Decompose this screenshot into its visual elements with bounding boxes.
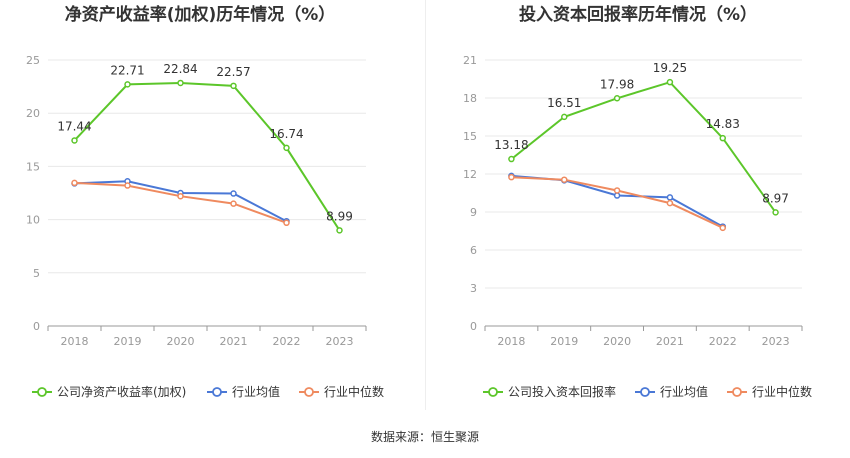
data-point xyxy=(124,182,131,189)
data-point xyxy=(561,113,568,121)
roe-chart: 净资产收益率(加权)历年情况（%） 0 5 10 15 20 25 2018 2019 2020 2… xyxy=(26,4,384,399)
data-label: 17.98 xyxy=(600,77,634,91)
series-line xyxy=(510,81,777,213)
x-tick-label: 2022 xyxy=(273,335,301,348)
data-point xyxy=(177,79,184,87)
data-label: 13.18 xyxy=(494,138,528,152)
data-point xyxy=(230,200,237,207)
legend-swatch-marker xyxy=(212,387,222,397)
x-tick-label: 2023 xyxy=(762,335,790,348)
legend-label: 行业均值 xyxy=(232,384,280,399)
data-label: 17.44 xyxy=(57,119,91,133)
y-tick-label: 0 xyxy=(470,320,477,333)
data-point xyxy=(666,194,674,201)
data-point xyxy=(177,192,184,200)
legend-label: 行业中位数 xyxy=(324,384,384,399)
data-label: 8.97 xyxy=(762,191,789,205)
legend-swatch-marker xyxy=(640,387,650,397)
data-label: 22.71 xyxy=(110,63,144,77)
x-tick-label: 2020 xyxy=(603,335,631,348)
x-tick-label: 2019 xyxy=(550,335,578,348)
data-point xyxy=(613,187,621,194)
data-point xyxy=(336,227,343,234)
data-point xyxy=(666,199,674,207)
data-point xyxy=(71,137,78,144)
data-point xyxy=(230,82,237,90)
legend-swatch-marker xyxy=(732,387,742,397)
y-tick-label: 20 xyxy=(26,107,40,120)
data-point xyxy=(283,144,290,152)
x-tick-label: 2021 xyxy=(656,335,684,348)
data-source-label: 数据来源：恒生聚源 xyxy=(371,429,479,444)
y-tick-label: 18 xyxy=(463,92,477,105)
y-tick-label: 12 xyxy=(463,168,477,181)
data-point xyxy=(561,176,568,183)
x-tick-label: 2019 xyxy=(114,335,142,348)
data-label: 22.84 xyxy=(163,62,197,76)
y-tick-label: 15 xyxy=(463,130,477,143)
data-point xyxy=(719,134,726,142)
x-tick-label: 2018 xyxy=(497,335,525,348)
data-label: 16.74 xyxy=(269,127,303,141)
data-label: 8.99 xyxy=(326,209,353,223)
y-tick-label: 0 xyxy=(33,320,40,333)
chart-title: 净资产收益率(加权)历年情况（%） xyxy=(65,4,336,25)
legend-label: 公司净资产收益率(加权) xyxy=(57,384,186,399)
data-point xyxy=(719,224,726,232)
series-line xyxy=(74,180,287,223)
x-tick-label: 2023 xyxy=(326,335,354,348)
x-tick-label: 2021 xyxy=(220,335,248,348)
y-tick-label: 9 xyxy=(470,206,477,219)
data-point xyxy=(613,95,621,102)
data-point xyxy=(71,179,78,187)
data-label: 16.51 xyxy=(547,96,581,110)
legend-label: 行业中位数 xyxy=(752,384,812,399)
x-tick-label: 2022 xyxy=(709,335,737,348)
legend-label: 公司投入资本回报率 xyxy=(508,384,616,399)
y-tick-label: 3 xyxy=(470,282,477,295)
data-point xyxy=(230,190,237,197)
data-label: 19.25 xyxy=(653,61,687,75)
y-tick-label: 21 xyxy=(463,54,477,67)
data-point xyxy=(508,173,515,181)
series-line xyxy=(74,181,287,224)
data-point xyxy=(283,219,290,227)
y-tick-label: 25 xyxy=(26,54,40,67)
data-point xyxy=(666,78,674,86)
x-tick-label: 2018 xyxy=(61,335,89,348)
data-point xyxy=(124,81,131,88)
data-point xyxy=(508,155,515,163)
legend-swatch-marker xyxy=(488,387,498,397)
chart-title: 投入资本回报率历年情况（%） xyxy=(519,4,757,25)
data-point xyxy=(772,209,779,216)
legend-swatch-marker xyxy=(37,387,47,397)
roic-chart: 投入资本回报率历年情况（%） 0 3 6 9 12 15 18 21 2018 2019 2020 20… xyxy=(463,4,812,399)
y-tick-label: 15 xyxy=(26,160,40,173)
series-line xyxy=(511,176,724,229)
legend-swatch-marker xyxy=(304,387,314,397)
y-tick-label: 6 xyxy=(470,244,477,257)
data-point xyxy=(613,192,621,199)
data-label: 22.57 xyxy=(216,65,250,79)
series-line xyxy=(511,174,724,228)
data-label: 14.83 xyxy=(706,117,740,131)
y-tick-label: 5 xyxy=(33,267,40,280)
legend-label: 行业均值 xyxy=(660,384,708,399)
series-line xyxy=(73,81,341,231)
x-tick-label: 2020 xyxy=(167,335,195,348)
y-tick-label: 10 xyxy=(26,214,40,227)
